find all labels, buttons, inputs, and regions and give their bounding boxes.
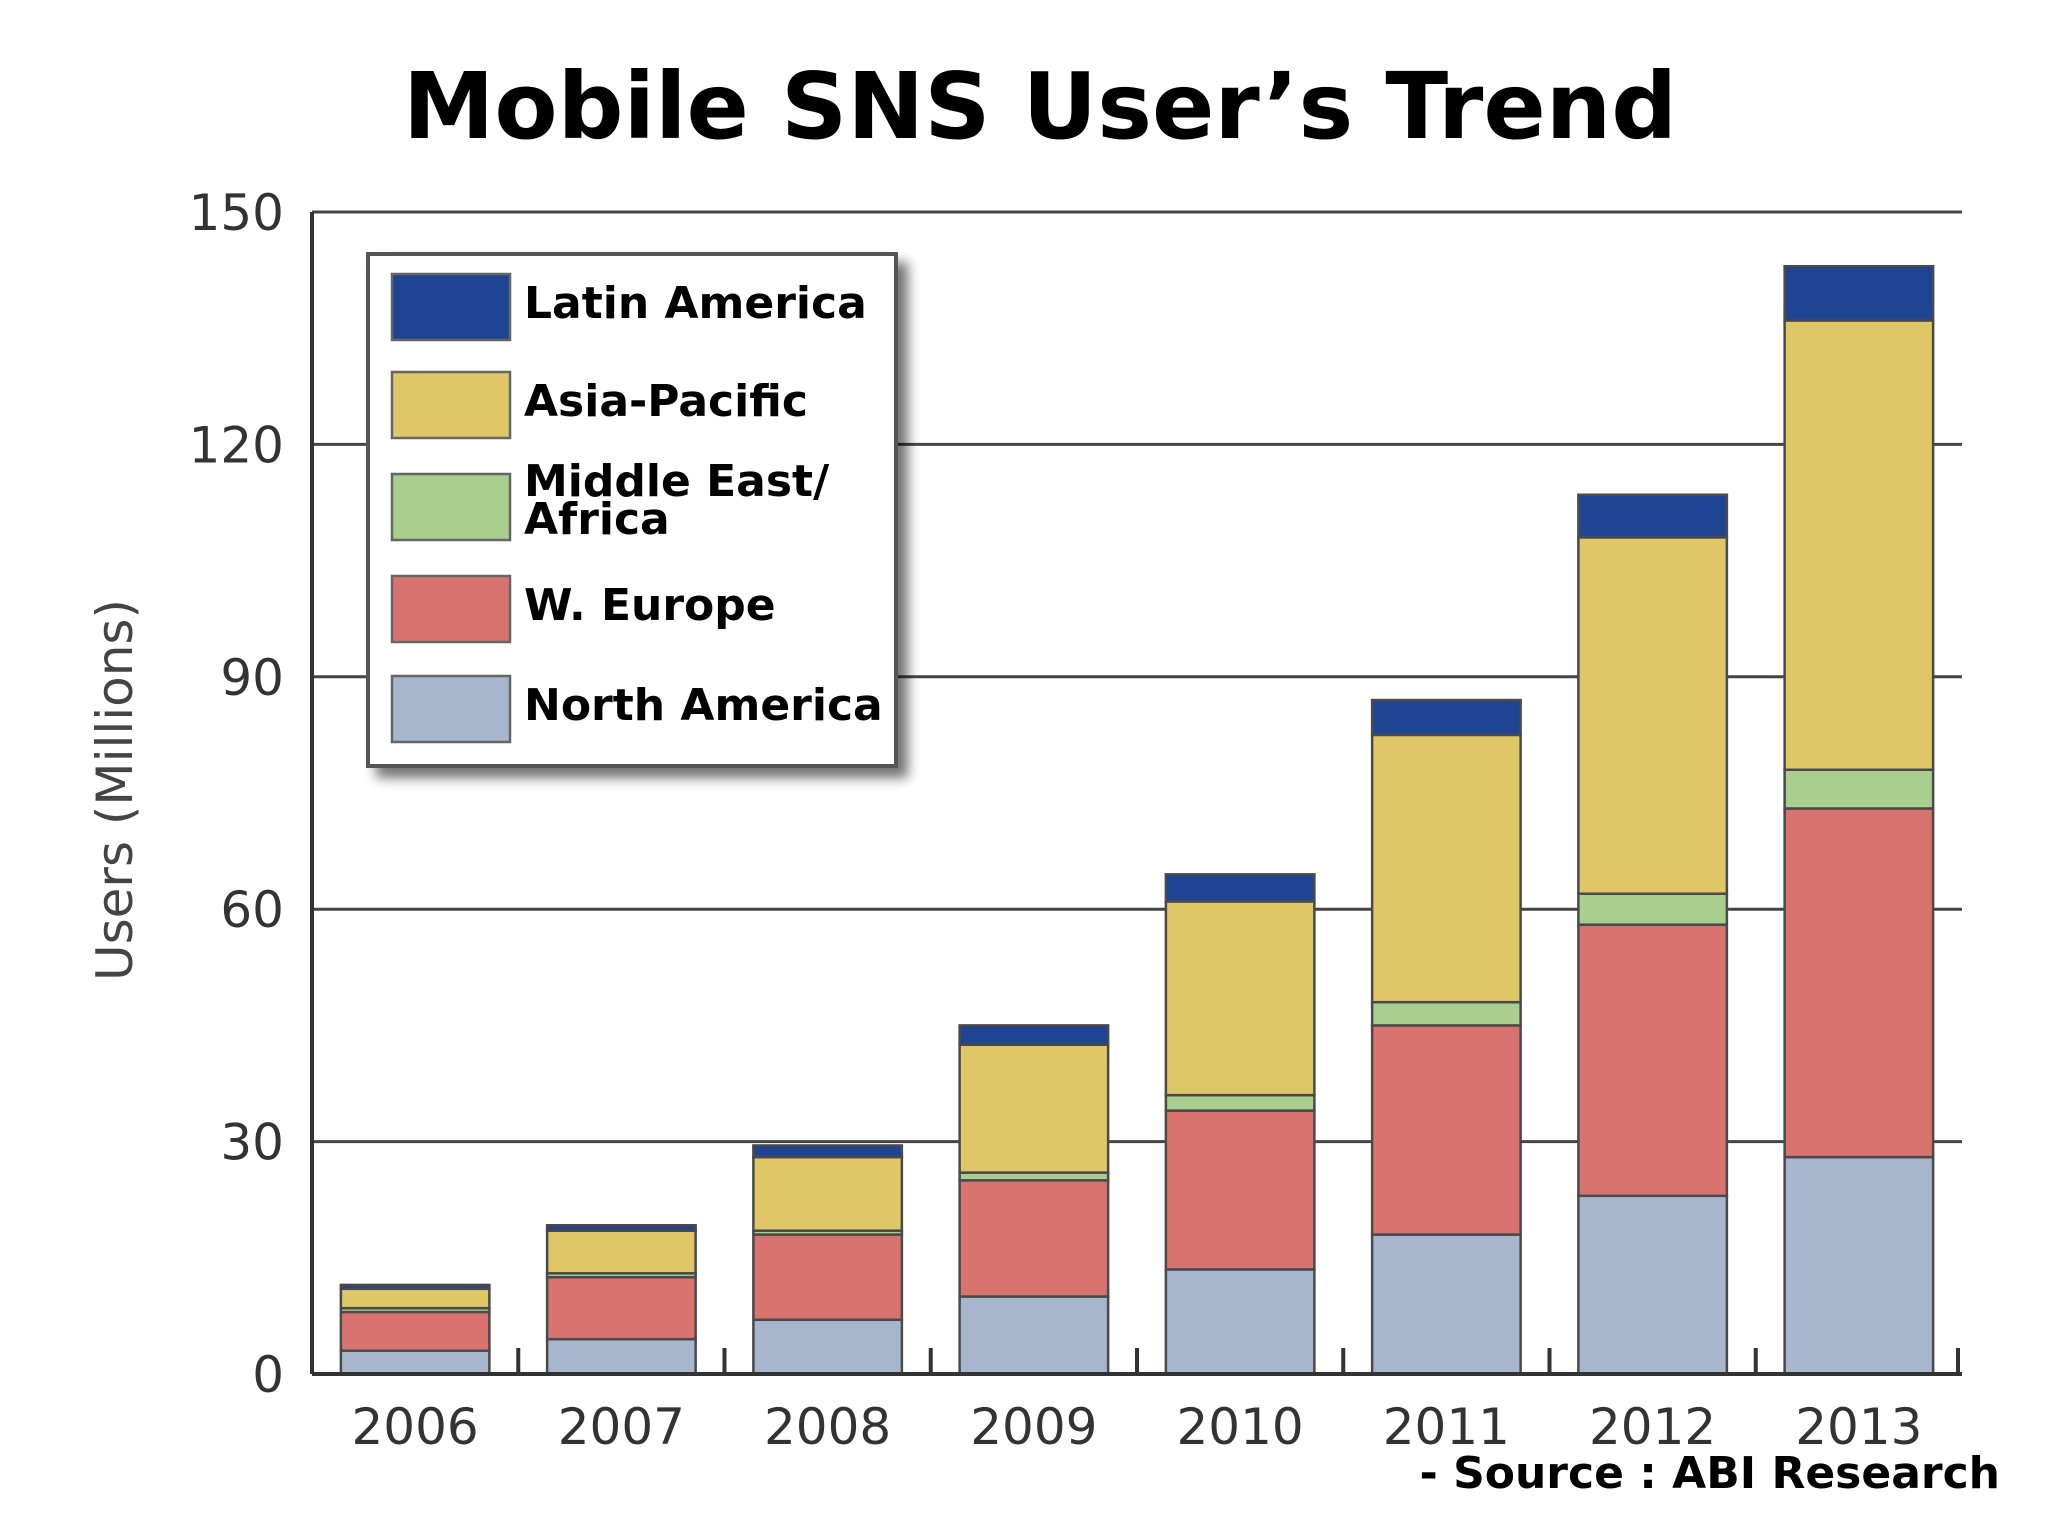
bar-w-europe-2008 xyxy=(752,1233,904,1322)
y-tick-label-90: 90 xyxy=(220,649,284,707)
bar-latin-america-2009 xyxy=(958,1024,1110,1047)
x-tick-label-2010: 2010 xyxy=(1177,1398,1304,1456)
y-tick-label-30: 30 xyxy=(220,1114,284,1172)
x-tick-labels: 2006 2007 2008 2009 2010 2011 2012 2013 xyxy=(352,1398,1923,1456)
legend-items: Latin America Asia-Pacific Middle East/Afr… xyxy=(390,272,883,744)
bar-w-europe-2011 xyxy=(1370,1024,1522,1236)
bar-north-america-2011 xyxy=(1370,1233,1522,1376)
bar-w-europe-2007 xyxy=(545,1275,697,1341)
bar-asia-pacific-2011 xyxy=(1370,733,1522,1004)
bar-asia-pacific-2013 xyxy=(1783,319,1935,772)
bar-middle-east-africa-2010 xyxy=(1164,1093,1316,1112)
bar-asia-pacific-2009 xyxy=(958,1043,1110,1174)
legend-label-latin-america: Latin America xyxy=(524,278,867,329)
legend-label-asia-pacific: Asia-Pacific xyxy=(524,376,808,427)
bar-stack-2011 xyxy=(1370,698,1522,1376)
bar-north-america-2009 xyxy=(958,1295,1110,1376)
bar-asia-pacific-2012 xyxy=(1577,536,1729,895)
bar-stack-2012 xyxy=(1577,493,1729,1376)
y-tick-labels: 0 30 60 90 120 150 xyxy=(189,184,284,1404)
bar-north-america-2013 xyxy=(1783,1155,1935,1376)
legend-item-asia-pacific: Asia-Pacific xyxy=(390,370,808,440)
x-tick-label-2013: 2013 xyxy=(1795,1398,1922,1456)
legend-label-north-america: North America xyxy=(524,680,883,731)
legend-swatch-asia-pacific xyxy=(390,370,512,440)
y-tick-label-120: 120 xyxy=(189,416,284,474)
legend-swatch-latin-america xyxy=(390,272,512,342)
legend-item-latin-america: Latin America xyxy=(390,272,867,342)
x-tick-label-2012: 2012 xyxy=(1589,1398,1716,1456)
x-tick-label-2011: 2011 xyxy=(1383,1398,1510,1456)
legend-swatch-w-europe xyxy=(390,574,512,644)
legend-label-w-europe: W. Europe xyxy=(524,580,776,631)
bar-w-europe-2009 xyxy=(958,1179,1110,1298)
bar-latin-america-2011 xyxy=(1370,698,1522,737)
legend-swatch-middle-east-africa xyxy=(390,472,512,542)
bar-w-europe-2013 xyxy=(1783,807,1935,1159)
bar-north-america-2006 xyxy=(339,1349,491,1376)
bar-north-america-2008 xyxy=(752,1318,904,1376)
bar-stack-2013 xyxy=(1783,264,1935,1376)
bar-latin-america-2008 xyxy=(752,1144,904,1159)
bar-w-europe-2006 xyxy=(339,1310,491,1353)
bars xyxy=(339,264,1935,1376)
legend-label-middle-east-africa: Middle East/Africa xyxy=(524,456,830,545)
x-tick-label-2007: 2007 xyxy=(558,1398,685,1456)
bar-stack-2007 xyxy=(545,1224,697,1376)
bar-north-america-2007 xyxy=(545,1337,697,1376)
x-tick-label-2009: 2009 xyxy=(970,1398,1097,1456)
bar-latin-america-2012 xyxy=(1577,493,1729,539)
y-tick-label-150: 150 xyxy=(189,184,284,242)
bar-asia-pacific-2007 xyxy=(545,1229,697,1275)
bar-w-europe-2012 xyxy=(1577,923,1729,1198)
bar-asia-pacific-2006 xyxy=(339,1287,491,1310)
x-tick-label-2008: 2008 xyxy=(764,1398,891,1456)
bar-asia-pacific-2010 xyxy=(1164,900,1316,1097)
chart-title: Mobile SNS User’s Trend xyxy=(403,53,1677,160)
bar-stack-2006 xyxy=(339,1283,491,1376)
source-note: - Source : ABI Research xyxy=(1419,1448,2000,1499)
axes xyxy=(310,212,1962,1376)
legend: Latin America Asia-Pacific Middle East/Afr… xyxy=(366,252,898,768)
bar-middle-east-africa-2011 xyxy=(1370,1000,1522,1027)
bar-middle-east-africa-2013 xyxy=(1783,768,1935,810)
bar-stack-2010 xyxy=(1164,873,1316,1376)
bar-latin-america-2010 xyxy=(1164,873,1316,903)
legend-item-north-america: North America xyxy=(390,674,883,744)
bar-north-america-2010 xyxy=(1164,1268,1316,1376)
legend-swatch-north-america xyxy=(390,674,512,744)
bar-stack-2009 xyxy=(958,1024,1110,1376)
y-tick-label-0: 0 xyxy=(252,1346,284,1404)
bar-latin-america-2013 xyxy=(1783,264,1935,322)
y-tick-label-60: 60 xyxy=(220,881,284,939)
bar-latin-america-2006 xyxy=(339,1283,491,1291)
bar-middle-east-africa-2012 xyxy=(1577,892,1729,926)
y-axis-label: Users (Millions) xyxy=(86,599,144,981)
x-tick-label-2006: 2006 xyxy=(352,1398,479,1456)
bar-asia-pacific-2008 xyxy=(752,1155,904,1232)
legend-item-w-europe: W. Europe xyxy=(390,574,776,644)
bar-w-europe-2010 xyxy=(1164,1109,1316,1271)
bar-latin-america-2007 xyxy=(545,1224,697,1232)
legend-item-middle-east-africa: Middle East/Africa xyxy=(390,456,830,545)
bar-stack-2008 xyxy=(752,1144,904,1376)
bar-north-america-2012 xyxy=(1577,1194,1729,1376)
